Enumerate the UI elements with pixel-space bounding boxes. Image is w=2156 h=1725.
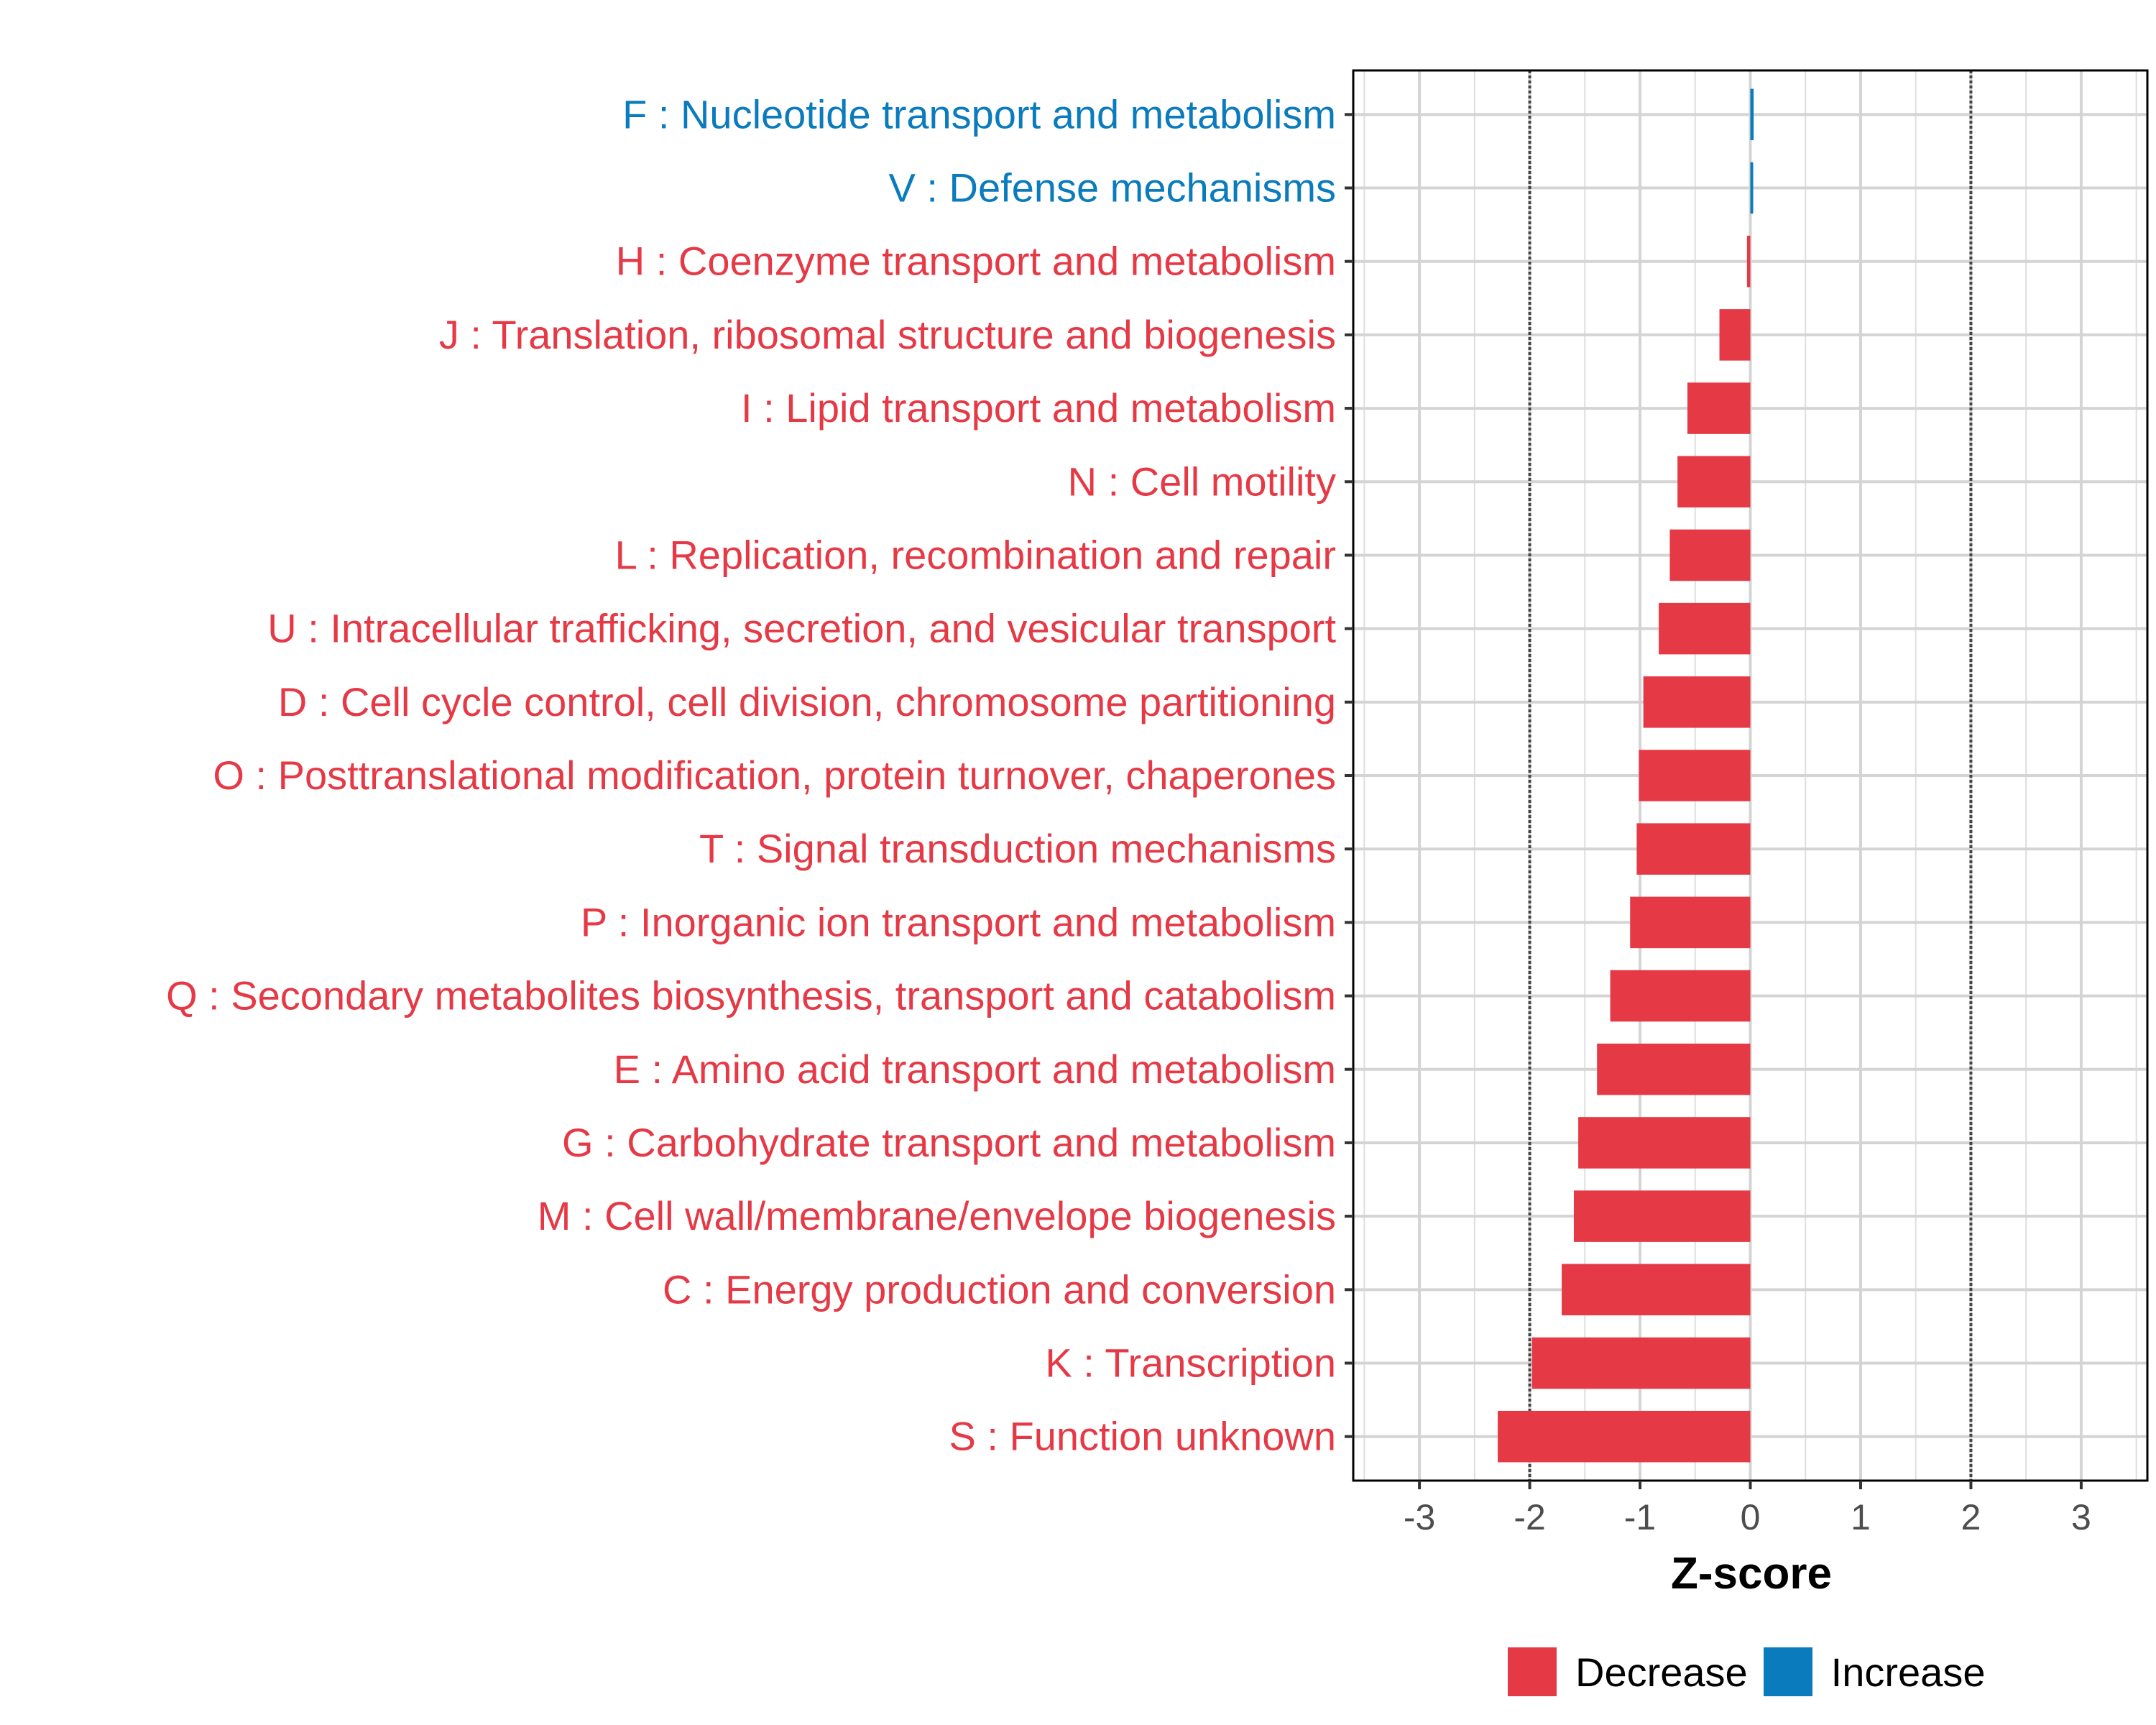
legend-label-decrease: Decrease	[1575, 1649, 1748, 1695]
category-label: G : Carbohydrate transport and metabolis…	[562, 1120, 1336, 1165]
x-tick-label: 0	[1741, 1497, 1761, 1537]
category-label: O : Posttranslational modification, prot…	[213, 753, 1336, 798]
x-tick-label: -1	[1624, 1497, 1656, 1537]
category-label: P : Inorganic ion transport and metaboli…	[581, 899, 1336, 944]
category-label: Q : Secondary metabolites biosynthesis, …	[166, 973, 1336, 1018]
category-label: T : Signal transduction mechanisms	[699, 826, 1336, 871]
category-label: C : Energy production and conversion	[663, 1266, 1336, 1312]
category-label: E : Amino acid transport and metabolism	[614, 1046, 1336, 1092]
category-label: H : Coenzyme transport and metabolism	[616, 239, 1336, 284]
x-tick-label: 1	[1851, 1497, 1871, 1537]
bar	[1498, 1410, 1751, 1463]
category-label: F : Nucleotide transport and metabolism	[622, 91, 1336, 137]
category-label: I : Lipid transport and metabolism	[741, 385, 1336, 431]
legend-item-decrease: Decrease	[1508, 1647, 1748, 1696]
x-tick-label: 2	[1961, 1497, 1981, 1537]
legend-label-increase: Increase	[1830, 1649, 1986, 1695]
x-tick-labels: -3 -2 -1 0 1 2 3	[1404, 1497, 2091, 1537]
bar	[1677, 456, 1751, 508]
x-tick-label: 3	[2071, 1497, 2091, 1537]
reference-lines	[1528, 70, 1973, 1481]
legend-item-increase: Increase	[1763, 1647, 1986, 1696]
y-ticks	[1345, 113, 1353, 1438]
bar	[1750, 88, 1754, 141]
legend: Decrease Increase	[1508, 1646, 2001, 1698]
bar	[1630, 896, 1751, 949]
legend-key-decrease	[1508, 1647, 1557, 1696]
legend-key-increase	[1763, 1647, 1812, 1696]
category-label: V : Defense mechanisms	[889, 165, 1336, 211]
bar	[1746, 235, 1751, 288]
bar	[1573, 1190, 1751, 1242]
bar	[1636, 823, 1751, 875]
bar	[1610, 970, 1751, 1022]
bar	[1719, 309, 1751, 361]
bar	[1578, 1117, 1751, 1169]
bar	[1562, 1264, 1751, 1316]
category-label: U : Intracellular trafficking, secretion…	[267, 606, 1336, 651]
x-ticks	[1418, 1481, 2083, 1489]
bar	[1643, 676, 1751, 728]
category-label: K : Transcription	[1045, 1340, 1336, 1386]
category-label: J : Translation, ribosomal structure and…	[439, 312, 1336, 357]
category-label: M : Cell wall/membrane/envelope biogenes…	[538, 1193, 1336, 1238]
bar	[1597, 1043, 1751, 1095]
x-tick-label: -3	[1404, 1497, 1435, 1537]
x-tick-label: -2	[1514, 1497, 1545, 1537]
bar	[1750, 162, 1754, 214]
category-labels: F : Nucleotide transport and metabolism V…	[166, 91, 1336, 1458]
x-axis-title: Z-score	[1671, 1549, 1832, 1598]
bar	[1531, 1337, 1751, 1389]
category-label: N : Cell motility	[1068, 459, 1336, 504]
category-label: D : Cell cycle control, cell division, c…	[278, 679, 1336, 724]
category-label: L : Replication, recombination and repai…	[615, 532, 1336, 577]
bar	[1639, 750, 1751, 801]
bars	[1498, 88, 1754, 1463]
bar	[1687, 382, 1751, 434]
bar	[1669, 529, 1751, 581]
bar	[1659, 602, 1751, 655]
category-label: S : Function unknown	[949, 1414, 1336, 1459]
